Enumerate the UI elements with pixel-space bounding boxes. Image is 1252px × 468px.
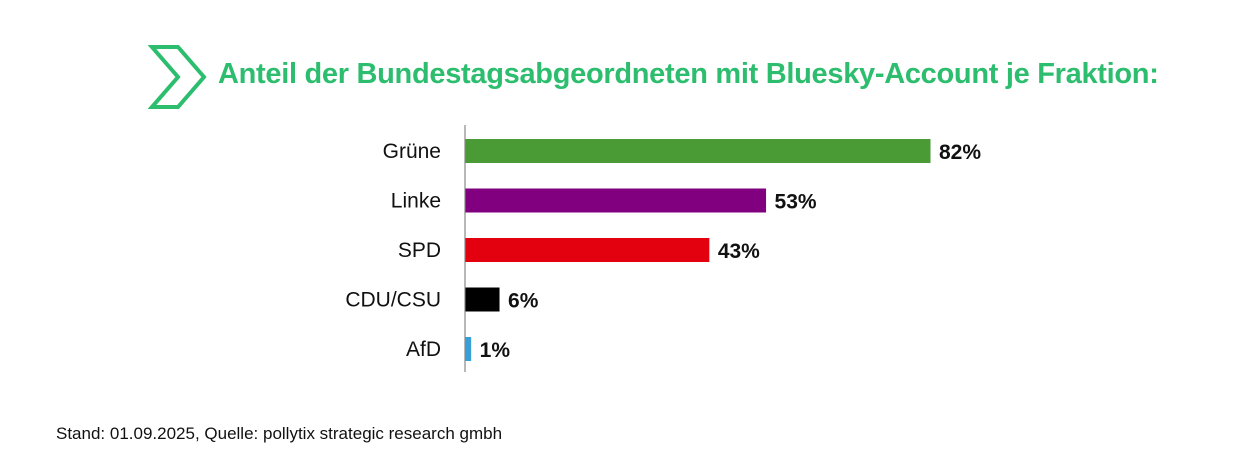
data-label: 6% — [508, 290, 539, 313]
data-label: 53% — [775, 191, 817, 214]
category-label: Linke — [391, 190, 441, 213]
bar-1 — [465, 188, 767, 213]
category-label: CDU/CSU — [345, 289, 441, 312]
bar-chart: Grüne 82% Linke 53% SPD 43% CDU/CSU 6% AfD 1% — [345, 125, 981, 372]
category-label: Grüne — [383, 140, 441, 163]
bar-2 — [465, 238, 710, 262]
chart-title: Anteil der Bundestagsabgeordneten mit Bl… — [218, 58, 1159, 90]
data-label: 1% — [480, 339, 511, 362]
category-label: SPD — [398, 239, 441, 262]
source-footnote: Stand: 01.09.2025, Quelle: pollytix stra… — [56, 424, 503, 443]
category-label: AfD — [406, 338, 441, 361]
data-label: 82% — [939, 141, 981, 164]
bar-3 — [465, 287, 500, 312]
data-label: 43% — [718, 240, 760, 263]
chevron-right-outline-icon — [148, 45, 207, 109]
bar-4 — [465, 337, 472, 361]
bar-0 — [465, 139, 931, 163]
